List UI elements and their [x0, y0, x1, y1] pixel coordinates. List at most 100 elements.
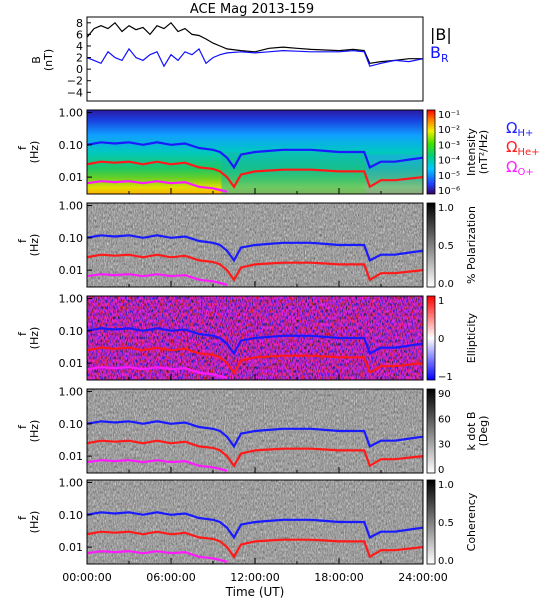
freq-ytick-label: 0.10 [59, 418, 84, 431]
colorbar-unit: (nT²/Hz) [477, 130, 490, 174]
freq-line-he [87, 439, 423, 468]
panel-polarization: 1.00 0.10 0.01 f (Hz) 1.0 0.5 0.0 % Polarization [16, 200, 478, 290]
colorbar-coherency [426, 479, 436, 565]
panel-ellipticity: 1.00 0.10 0.01 f (Hz) 1 0 −1 Ellipticity [16, 293, 478, 383]
freq-yunit: (Hz) [28, 234, 41, 257]
freq-ylabel: f [16, 145, 29, 150]
colorbar-label: k dot B [465, 412, 478, 451]
freq-line-h [87, 234, 423, 263]
freq-line-h [87, 327, 423, 356]
colorbar-tick-label: 0.0 [438, 556, 454, 567]
colorbar-label: % Polarization [465, 206, 478, 284]
b-ytick-label: −2 [67, 75, 83, 88]
freq-yunit: (Hz) [28, 511, 41, 534]
freq-ytick-label: 1.00 [59, 200, 84, 213]
freq-ylabel: f [16, 424, 29, 429]
colorbar-tick-label: 60 [438, 414, 451, 425]
freq-yunit: (Hz) [28, 420, 41, 443]
colorbar-tick-label: 10⁻⁵ [438, 171, 460, 182]
colorbar-unit: (Deg) [477, 416, 490, 447]
freq-line-o [87, 459, 228, 472]
colorbar-ellipticity [426, 295, 436, 381]
freq-line-he [87, 253, 423, 282]
panel-kdotb: 1.00 0.10 0.01 f (Hz) 90 60 30 0 k dot B (Deg) [16, 386, 490, 476]
colorbar-tick-label: 10⁻² [438, 125, 460, 136]
freq-ytick-label: 0.10 [59, 139, 84, 152]
freq-ytick-label: 0.10 [59, 232, 84, 245]
freq-ytick-label: 0.01 [59, 357, 84, 370]
freq-line-he [87, 346, 423, 375]
freq-line-h [87, 141, 423, 170]
legend-omega-h: ΩH+ [506, 119, 533, 139]
colorbar-kdotb [426, 388, 436, 474]
colorbar-tick-label: 1 [438, 296, 444, 307]
chart-title: ACE Mag 2013-159 [190, 2, 314, 17]
b-ytick-label: 4 [76, 40, 83, 53]
b-ytick-label: −4 [67, 86, 83, 99]
b-ytick-label: 8 [76, 17, 83, 30]
b-series-radial [87, 47, 423, 68]
freq-line-o [87, 180, 228, 193]
freq-ytick-label: 0.10 [59, 325, 84, 338]
freq-line-h [87, 511, 423, 540]
legend-b-radial: BR [430, 43, 449, 65]
freq-ytick-label: 1.00 [59, 386, 84, 399]
colorbar-tick-label: 0.0 [438, 279, 454, 290]
colorbar-tick-label: 90 [438, 389, 451, 400]
colorbar-tick-label: 0.5 [438, 518, 454, 529]
freq-ytick-label: 0.01 [59, 264, 84, 277]
b-ytick-label: 0 [76, 63, 83, 76]
freq-ylabel: f [16, 331, 29, 336]
colorbar-label: Coherency [465, 492, 478, 551]
colorbar-tick-label: 1.0 [438, 203, 454, 214]
freq-yunit: (Hz) [28, 327, 41, 350]
freq-ytick-label: 0.10 [59, 509, 84, 522]
b-ylabel: B [30, 56, 43, 64]
colorbar-tick-label: 0 [438, 465, 444, 476]
freq-ylabel: f [16, 238, 29, 243]
legend-b-magnitude: |B| [430, 25, 452, 44]
legend-omega-o: ΩO+ [506, 158, 534, 178]
b-yunit: (nT) [42, 49, 55, 71]
freq-ytick-label: 0.01 [59, 450, 84, 463]
freq-line-he [87, 160, 423, 189]
colorbar-tick-label: 10⁻⁶ [438, 186, 460, 197]
freq-line-he [87, 530, 423, 559]
freq-line-o [87, 273, 228, 286]
colorbar-tick-label: 30 [438, 440, 451, 451]
panel-coherency: 1.00 0.10 0.01 f (Hz) 1.0 0.5 0.0 Coherency [16, 477, 478, 567]
colorbar-tick-label: 10⁻¹ [438, 110, 460, 121]
freq-ylabel: f [16, 515, 29, 520]
colorbar-polarization [426, 202, 436, 288]
freq-yunit: (Hz) [28, 141, 41, 164]
b-series-magnitude [87, 21, 423, 64]
x-axis-label: Time (UT) [225, 585, 285, 599]
colorbar-tick-label: 10⁻³ [438, 140, 460, 151]
freq-ytick-label: 1.00 [59, 477, 84, 490]
freq-ytick-label: 1.00 [59, 107, 84, 120]
colorbar-tick-label: 10⁻⁴ [438, 156, 460, 167]
b-ytick-label: 6 [76, 28, 83, 41]
colorbar-tick-label: 0.5 [438, 241, 454, 252]
freq-line-o [87, 366, 228, 379]
colorbar-tick-label: 0 [438, 334, 444, 345]
x-tick-label: 24:00:00 [398, 571, 447, 584]
colorbar-intensity [426, 109, 436, 195]
freq-ytick-label: 0.01 [59, 541, 84, 554]
colorbar-tick-label: −1 [438, 372, 453, 383]
x-tick-label: 00:00:00 [62, 571, 111, 584]
x-tick-label: 06:00:00 [146, 571, 195, 584]
freq-line-o [87, 550, 228, 563]
freq-line-h [87, 420, 423, 449]
b-ytick-label: 2 [76, 52, 83, 65]
legend-omega-he: ΩHe+ [506, 138, 540, 158]
colorbar-label: Intensity [465, 128, 478, 176]
x-tick-label: 12:00:00 [230, 571, 279, 584]
colorbar-tick-label: 1.0 [438, 480, 454, 491]
panel-intensity: 1.00 0.10 0.01 f (Hz) 10⁻¹ 10⁻² 10⁻³ 10⁻⁴ 10⁻⁵ 10⁻… [16, 107, 490, 197]
freq-ytick-label: 0.01 [59, 171, 84, 184]
freq-ytick-label: 1.00 [59, 293, 84, 306]
x-tick-label: 18:00:00 [314, 571, 363, 584]
